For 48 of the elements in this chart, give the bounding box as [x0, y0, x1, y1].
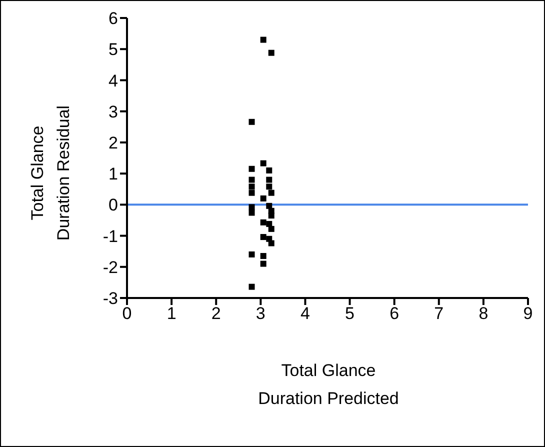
point: [248, 184, 255, 190]
point: [260, 36, 266, 43]
point: [266, 220, 272, 227]
x-tick-label: 9: [523, 304, 533, 324]
x-tick-label: 8: [478, 304, 488, 324]
x-axis-title: Total Glance Duration Predicted: [257, 360, 400, 410]
point: [266, 176, 272, 183]
point: [260, 195, 266, 202]
point: [248, 251, 255, 258]
point: [260, 219, 266, 226]
point: [248, 166, 255, 172]
point: [266, 202, 272, 209]
point: [260, 234, 266, 240]
point: [248, 176, 255, 183]
x-tick-label: 6: [390, 304, 400, 324]
point: [268, 50, 274, 56]
x-tick-label: 4: [300, 304, 310, 324]
point: [248, 190, 255, 196]
y-tick-label: 0: [108, 196, 118, 215]
point: [260, 260, 266, 267]
point: [248, 118, 255, 125]
x-tick-label: 3: [256, 304, 266, 324]
y-tick-label: 6: [108, 9, 118, 28]
point: [268, 226, 274, 232]
point: [248, 210, 255, 216]
point: [248, 284, 255, 290]
point: [268, 190, 274, 196]
x-tick-label: 7: [434, 304, 444, 324]
point: [260, 253, 266, 259]
y-tick-label: 5: [108, 40, 118, 60]
point: [260, 160, 266, 166]
point: [266, 184, 272, 190]
point: [266, 167, 272, 174]
y-tick-label: -1: [102, 226, 118, 246]
x-tick-label: 5: [345, 304, 355, 324]
x-tick-label: 0: [122, 304, 132, 324]
y-tick-label: -3: [102, 289, 118, 308]
y-tick-label: 2: [108, 133, 118, 152]
y-tick-label: 4: [108, 71, 118, 90]
point: [248, 204, 255, 210]
y-axis-title: Total Glance Duration Residual: [27, 105, 74, 241]
y-tick-label: 1: [108, 164, 118, 184]
x-tick-label: 2: [211, 304, 221, 324]
point: [268, 212, 274, 219]
y-tick-label: 3: [108, 102, 118, 122]
y-tick-label: -2: [102, 258, 118, 277]
point: [268, 240, 274, 246]
x-tick-label: 1: [166, 304, 176, 324]
